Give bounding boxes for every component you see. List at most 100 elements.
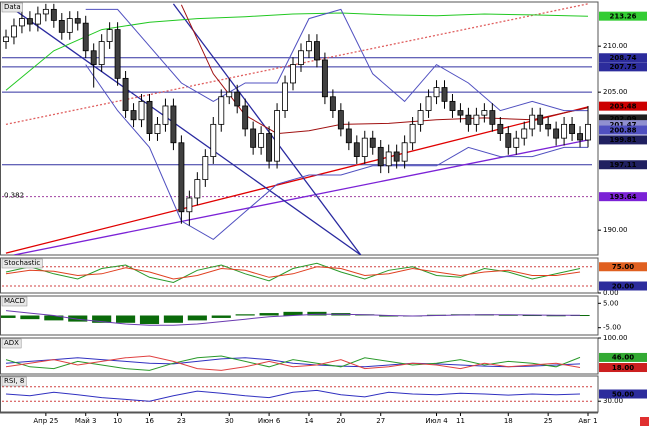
price-tag	[599, 62, 647, 72]
indicator-line	[5, 310, 580, 326]
price-tag-label: 193.64	[609, 193, 636, 201]
candle-body	[58, 19, 65, 33]
candle-body	[313, 41, 320, 61]
price-tag-label: 208.74	[609, 54, 636, 62]
histogram-bar	[116, 315, 136, 323]
price-tag-label: 203.48	[609, 102, 636, 110]
y-tick-label: 30.00	[603, 397, 623, 405]
price-tag-label: 207.75	[609, 63, 636, 71]
pane-title-bg	[1, 2, 23, 13]
histogram-bar	[187, 315, 207, 321]
pane-title-bg	[1, 258, 43, 269]
histogram-bar	[211, 315, 231, 318]
level-label: 0.382	[4, 192, 24, 200]
candle-body	[218, 96, 225, 125]
y-tick-label: 210.00	[603, 42, 628, 50]
candle-body	[489, 110, 496, 125]
candle-body	[306, 41, 312, 52]
price-tag	[599, 120, 647, 130]
x-tick-label: Авг 1	[578, 417, 597, 425]
candle-body	[170, 105, 177, 144]
candle-body	[74, 18, 81, 24]
histogram-bar	[44, 315, 64, 321]
price-tag-label: 213.26	[609, 12, 636, 20]
corner-button[interactable]	[640, 417, 649, 426]
y-tick-label: 100.00	[603, 334, 628, 342]
histogram-bar	[1, 315, 16, 318]
trend-line	[5, 3, 589, 125]
trend-line	[172, 3, 362, 255]
price-tag-label: 18.00	[612, 364, 634, 372]
overlay-line	[85, 64, 588, 241]
candle-body	[130, 110, 137, 121]
price-tag-label: 20.00	[612, 282, 634, 290]
candle-body	[266, 133, 273, 162]
candle-body	[337, 110, 344, 130]
indicator-line	[5, 262, 581, 284]
candle-body	[274, 110, 281, 162]
candle-body	[146, 100, 153, 134]
candle-body	[569, 123, 576, 134]
overlay-line	[5, 12, 589, 91]
trend-line	[5, 106, 589, 254]
candle-body	[473, 114, 480, 125]
x-tick-label: Июл 4	[425, 417, 448, 425]
price-tag	[599, 160, 647, 170]
price-tag	[599, 363, 647, 373]
pane-title: ADX	[4, 339, 19, 347]
price-tag	[599, 281, 647, 291]
candle-body	[66, 18, 73, 33]
y-tick-label: -5.00	[603, 324, 621, 332]
pane-frame	[0, 375, 599, 413]
candle-body	[521, 128, 528, 139]
candle-body	[282, 82, 288, 111]
price-tag	[599, 352, 647, 362]
candle-body	[369, 137, 376, 148]
candle-body	[505, 133, 512, 148]
price-tag-label: 46.00	[612, 354, 634, 362]
price-tag-label: 197.11	[609, 161, 636, 169]
candle-body	[186, 197, 193, 213]
candle-body	[545, 123, 552, 130]
candle-body	[353, 142, 360, 157]
histogram-bar	[92, 315, 112, 323]
price-tag	[599, 53, 647, 63]
x-tick-label: Май 3	[75, 417, 97, 425]
histogram-bar	[283, 311, 303, 316]
candle-body	[513, 137, 520, 148]
price-tag	[599, 262, 647, 272]
histogram-bar	[379, 315, 399, 317]
candle-body	[34, 13, 41, 25]
pane	[2, 262, 592, 287]
indicator-line	[5, 355, 581, 371]
pane	[5, 355, 581, 371]
candle-body	[250, 128, 257, 148]
candle-body	[242, 105, 249, 130]
histogram-bar	[139, 315, 160, 325]
x-tick-label: 18	[504, 417, 513, 425]
x-tick-label: Апр 25	[33, 417, 58, 425]
candle-body	[449, 100, 456, 111]
x-tick-label: 23	[177, 417, 186, 425]
candle-body	[226, 91, 233, 98]
candle-body	[202, 156, 209, 180]
x-tick-label: 11	[456, 417, 465, 425]
candle-body	[298, 50, 304, 65]
candle-body	[537, 114, 544, 125]
x-tick-label: 14	[304, 417, 313, 425]
price-tag	[599, 135, 647, 145]
pane: 0.382	[2, 3, 592, 255]
pane-title: Data	[4, 3, 21, 11]
pane-title: Stochastic	[4, 259, 40, 267]
candle-body	[321, 59, 328, 98]
candle-body	[178, 142, 185, 213]
candle-body	[11, 25, 17, 38]
price-tag-label: 199.81	[609, 136, 636, 144]
candle-body	[138, 100, 145, 121]
price-tag-label: 200.88	[609, 126, 636, 134]
candle-body	[50, 8, 57, 21]
candle-body	[465, 114, 472, 125]
price-tag-label: 50.00	[612, 390, 634, 398]
candle-body	[26, 18, 33, 25]
